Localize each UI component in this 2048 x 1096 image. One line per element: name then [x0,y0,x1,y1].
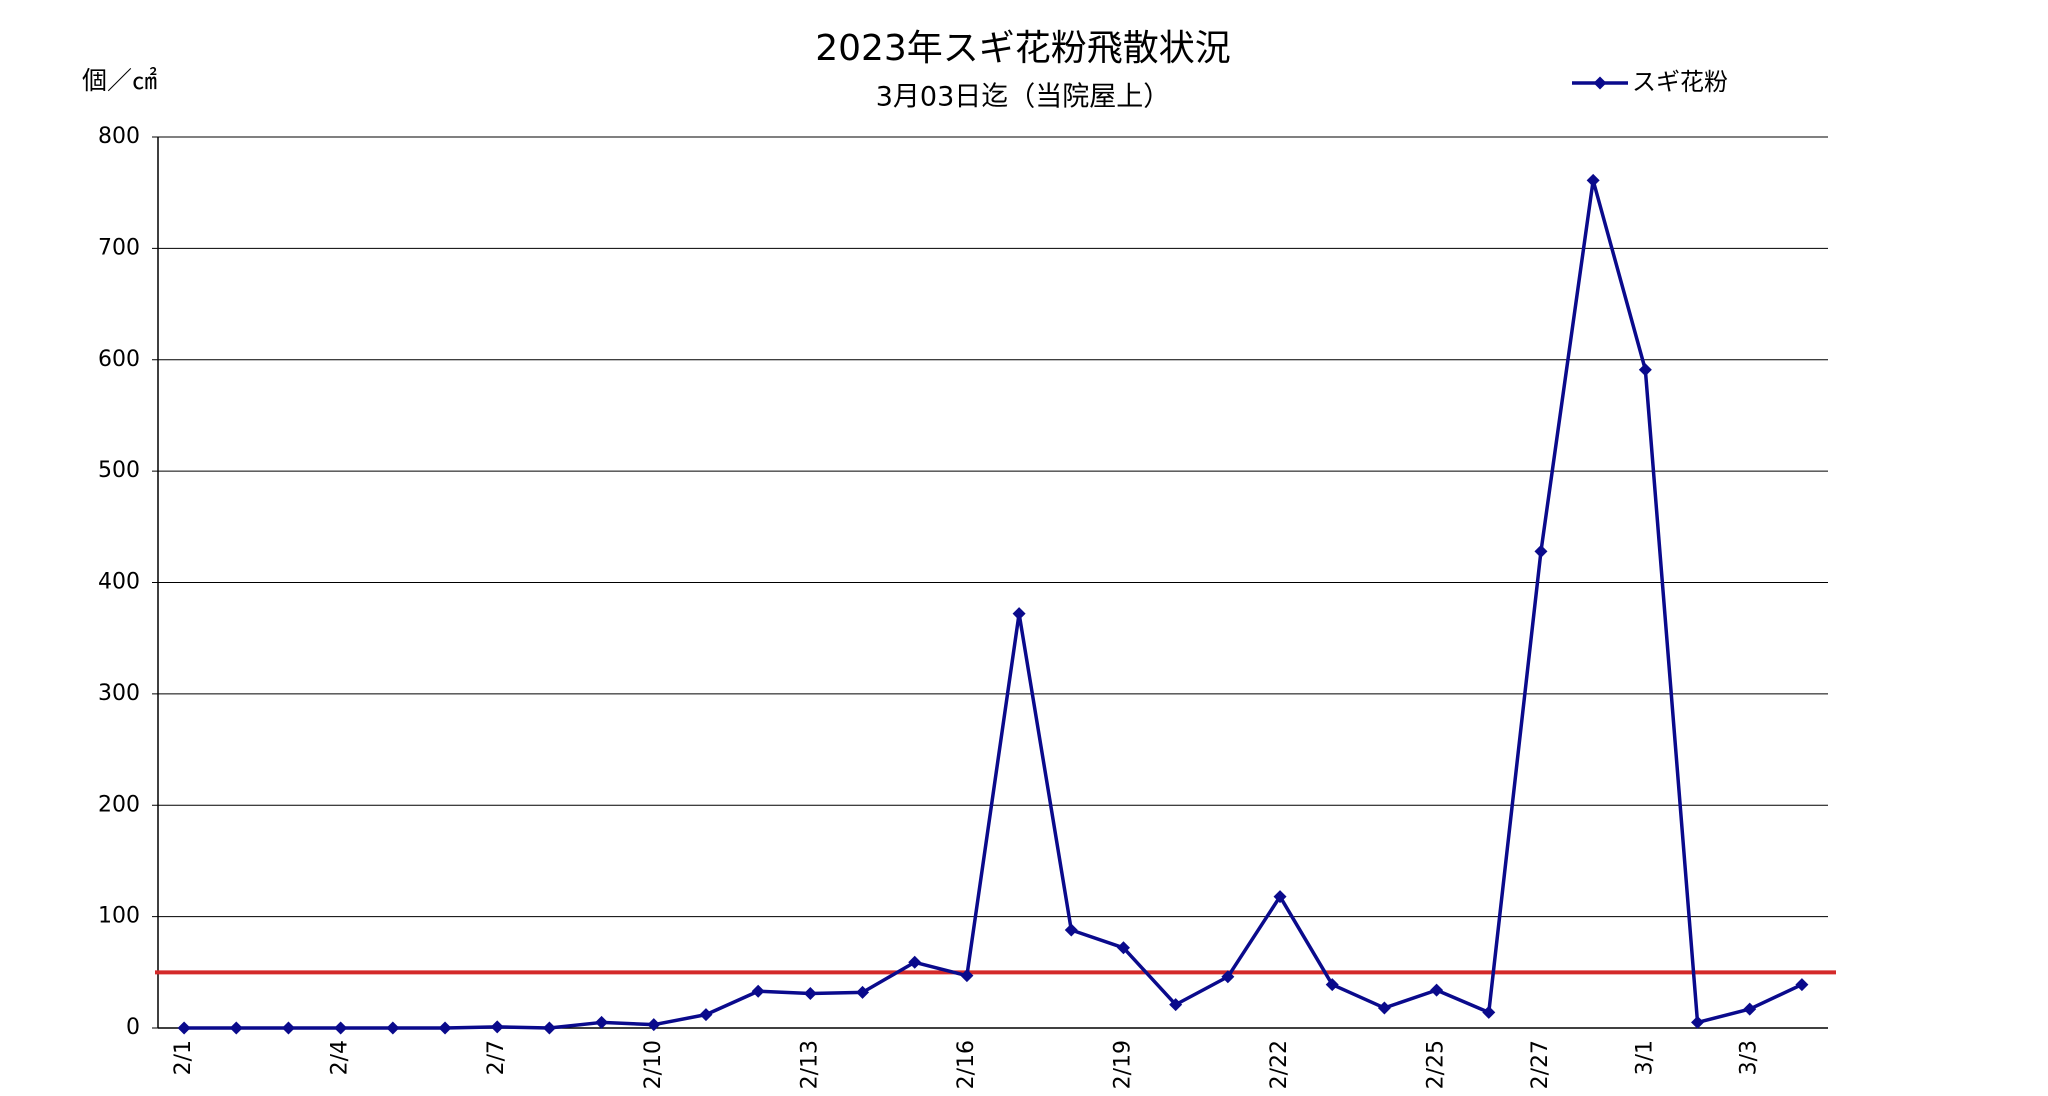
y-tick-label: 800 [98,124,140,149]
data-point [1325,978,1339,992]
data-point [1691,1015,1705,1029]
y-axis-label: 個／㎠ [82,66,157,95]
data-point [595,1015,609,1029]
y-tick-label: 500 [98,458,140,483]
series-line [184,178,1803,1030]
data-point [1482,1005,1496,1019]
data-point [908,955,922,969]
legend-marker [1593,76,1607,90]
legend-label: スギ花粉 [1632,68,1728,96]
y-tick-label: 600 [98,347,140,372]
y-tick-label: 100 [98,904,140,929]
y-tick-label: 300 [98,681,140,706]
data-point [647,1018,661,1032]
y-tick-label: 700 [98,235,140,260]
y-tick-label: 400 [98,570,140,595]
data-point [1430,983,1444,997]
data-point [229,1021,243,1035]
y-tick-label: 200 [98,792,140,817]
data-point [1064,923,1078,937]
x-tick-label: 2/19 [1110,1040,1135,1089]
data-point [542,1021,556,1035]
x-tick-label: 2/16 [954,1040,979,1089]
data-point [803,986,817,1000]
chart-subtitle: 3月03日迄（当院屋上） [876,82,1171,113]
x-tick-label: 3/3 [1737,1040,1762,1075]
data-point [1586,173,1600,187]
x-tick-label: 2/4 [328,1040,353,1075]
data-point [1012,607,1026,621]
x-tick-label: 2/7 [484,1040,509,1075]
data-point [438,1021,452,1035]
data-point [334,1021,348,1035]
data-point [699,1008,713,1022]
x-tick-label: 2/27 [1528,1040,1553,1089]
x-tick-label: 2/10 [641,1040,666,1089]
data-point [1273,890,1287,904]
data-point [1169,998,1183,1012]
chart-title: 2023年スギ花粉飛散状況 [815,28,1231,69]
data-point [281,1021,295,1035]
x-tick-label: 2/25 [1424,1040,1449,1089]
data-point [751,984,765,998]
data-point [1795,978,1809,992]
data-point [1116,941,1130,955]
data-point [490,1020,504,1034]
x-tick-label: 3/1 [1632,1040,1657,1075]
data-point [386,1021,400,1035]
x-tick-label: 2/13 [797,1040,822,1089]
data-point [960,969,974,983]
y-tick-label: 0 [126,1015,140,1040]
data-point [1377,1001,1391,1015]
data-point [177,1021,191,1035]
data-point [1638,363,1652,377]
data-point [856,985,870,999]
data-point [1221,970,1235,984]
x-tick-label: 2/1 [171,1040,196,1075]
x-tick-label: 2/22 [1267,1040,1292,1089]
data-point [1743,1002,1757,1016]
data-point [1534,544,1548,558]
